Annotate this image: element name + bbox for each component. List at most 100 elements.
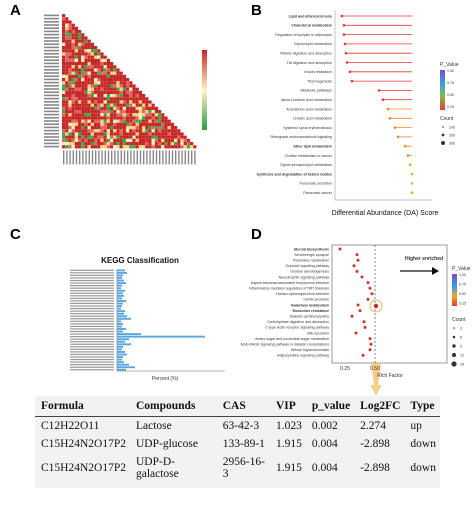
panel-d-pathway-label: Kaposi sarcoma-associated herpesvirus in… [251,281,329,285]
heatmap-cell [81,55,85,59]
heatmap-cell [145,110,149,114]
panel-b-pathway-label: Synthesis and degradation of ketone bodi… [257,172,332,176]
table-cell: 2.274 [360,420,387,432]
heatmap-cell [62,106,66,110]
heatmap-cell [142,145,146,149]
panel-d-count-legend: 3 6 9 12 15 [451,327,464,367]
panel-c-bar [117,351,125,353]
heatmap-col-label [85,150,87,165]
heatmap-cell [78,62,82,66]
heatmap-cell [94,94,98,98]
heatmap-col-label [184,150,186,165]
heatmap-cell [81,110,85,114]
heatmap-cell [122,145,126,149]
heatmap-col-label [82,150,84,165]
heatmap-cell [100,103,104,107]
heatmap-cell [84,81,88,85]
heatmap-cell [71,39,75,43]
heatmap-cell [106,145,110,149]
heatmap-cell [177,145,181,149]
heatmap-row-label [44,145,59,148]
heatmap-row-label [44,27,59,29]
heatmap-cell [68,81,72,85]
heatmap-cell [97,145,101,149]
heatmap-cell [71,30,75,34]
heatmap-cell [97,78,101,82]
panel-d-plot-frame [331,244,448,364]
heatmap-cell [119,71,123,75]
heatmap-cell [161,116,165,120]
heatmap-cell [161,138,165,142]
heatmap-cell [87,42,91,46]
heatmap-cell [103,90,107,94]
panel-c-category-label [70,366,114,368]
heatmap-cell [97,90,101,94]
heatmap-cell [110,106,114,110]
heatmap-cell [116,126,120,130]
heatmap-cell [81,58,85,62]
heatmap-cell [68,138,72,142]
heatmap-cell [126,78,130,82]
heatmap-cell [87,132,91,136]
panel-b-lollipop-dot [348,70,352,74]
heatmap-cell [94,119,98,123]
heatmap-cell [84,87,88,91]
heatmap-cell [81,62,85,66]
heatmap-row-label [44,117,59,119]
heatmap-cell [65,116,69,120]
panel-c-kegg-bar-chart: KEGG Classification Percent (%) [70,256,225,382]
heatmap-cell [154,113,158,117]
heatmap-cell [122,94,126,98]
panel-c-category-label [70,361,114,363]
panel-c-category-label [70,313,114,315]
heatmap-cell [126,132,130,136]
heatmap-cell [180,142,184,146]
heatmap-cell [119,100,123,104]
heatmap-cell [161,119,165,123]
panel-b-count-dot [442,126,444,128]
heatmap-cell [110,68,114,72]
heatmap-cell [116,116,120,120]
heatmap-cell [100,68,104,72]
heatmap-cell [97,110,101,114]
heatmap-cell [129,119,133,123]
heatmap-cell [154,126,158,130]
heatmap-cell [87,49,91,53]
heatmap-cell [84,97,88,101]
heatmap-cell [78,36,82,40]
heatmap-cell [84,142,88,146]
heatmap-cell [74,58,78,62]
heatmap-cell [113,126,117,130]
heatmap-cell [100,138,104,142]
heatmap-cell [100,145,104,149]
heatmap-cell [129,145,133,149]
heatmap-cell [174,138,178,142]
heatmap-cell [174,126,178,130]
heatmap-cell [74,81,78,85]
panel-c-category-label [70,356,114,358]
heatmap-cell [129,97,133,101]
heatmap-cell [122,119,126,123]
heatmap-cell [90,132,94,136]
panel-c-category-label [70,328,114,330]
heatmap-cell [90,113,94,117]
heatmap-cell [148,145,152,149]
heatmap-cell [148,116,152,120]
heatmap-col-label [168,150,170,165]
panel-c-category-label [70,338,114,340]
heatmap-cell [74,129,78,133]
heatmap-cell [68,78,72,82]
heatmap-cell [84,110,88,114]
heatmap-cell [68,30,72,34]
heatmap-cell [116,129,120,133]
heatmap-cell [65,26,69,30]
heatmap-cell [94,100,98,104]
heatmap-cell [151,110,155,114]
heatmap-cell [180,135,184,139]
heatmap-cell [116,68,120,72]
heatmap-row-label [44,33,59,36]
heatmap-cell [135,94,139,98]
heatmap-row-label [44,53,59,55]
table-header-row: Formula Compounds CAS VIP p_value Log2FC Type [35,396,440,417]
heatmap-cell [103,138,107,142]
